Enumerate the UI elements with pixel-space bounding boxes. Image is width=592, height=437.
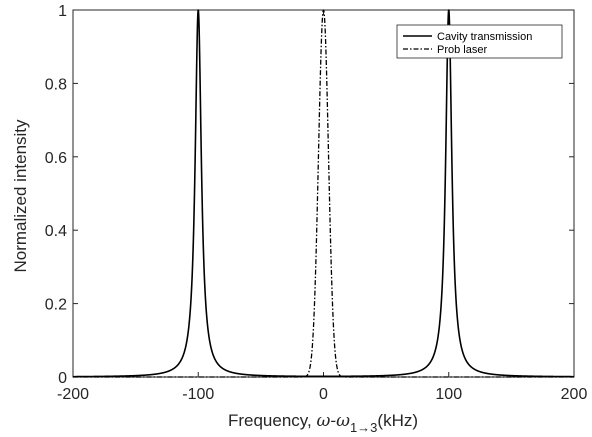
legend-label-prob-laser: Prob laser (437, 44, 487, 56)
x-axis-label: Frequency, ω-ω1→3(kHz) (228, 411, 418, 435)
y-tick-label: 1 (58, 3, 67, 20)
x-tick-label: 200 (561, 386, 588, 403)
y-ticks: 0 0.2 0.4 0.6 0.8 1 (45, 3, 574, 387)
x-ticks: -200 -100 0 100 200 (57, 10, 587, 403)
y-tick-label: 0.8 (45, 76, 67, 93)
y-tick-label: 0.4 (45, 223, 67, 240)
x-axis-label-prefix: Frequency, (228, 411, 317, 430)
y-tick-label: 0 (58, 370, 67, 387)
x-axis-label-subscript: 1→3 (350, 420, 377, 435)
x-tick-label: -100 (182, 386, 214, 403)
series-line-cavity-transmission (72, 9, 575, 378)
plot-area (72, 9, 575, 378)
x-axis-label-unit: (kHz) (377, 411, 418, 430)
legend-label-cavity-transmission: Cavity transmission (437, 31, 532, 43)
legend: Cavity transmission Prob laser (396, 24, 563, 59)
y-tick-label: 0.2 (45, 297, 67, 314)
curves (72, 9, 575, 378)
x-tick-label: 0 (319, 386, 328, 403)
x-tick-label: 100 (435, 386, 462, 403)
legend-box (396, 24, 563, 59)
y-tick-label: 0.6 (45, 150, 67, 167)
y-axis-label: Normalized intensity (11, 119, 30, 273)
x-axis-label-omega: ω-ω (316, 411, 350, 431)
series-line-prob-laser (72, 9, 575, 378)
x-tick-label: -200 (57, 386, 89, 403)
